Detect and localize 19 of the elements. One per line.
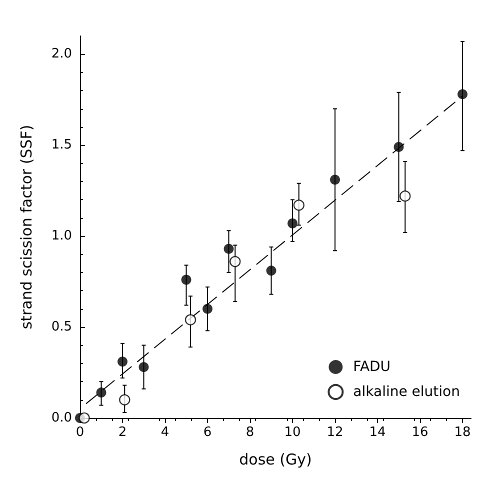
x-tick-label: 0	[76, 425, 84, 440]
legend-label: FADU	[353, 359, 391, 375]
x-axis-title: dose (Gy)	[239, 450, 312, 468]
x-tick-label: 6	[203, 425, 212, 440]
x-tick-label: 16	[412, 425, 428, 440]
x-tick-label: 14	[369, 425, 386, 440]
x-tick-label: 8	[246, 425, 254, 440]
x-tick-label: 2	[118, 425, 127, 440]
y-tick-label: 0.5	[51, 320, 72, 335]
x-tick-label: 12	[326, 425, 344, 440]
y-tick-label: 2.0	[51, 46, 72, 62]
x-tick-label: 18	[454, 425, 471, 440]
x-tick-label: 10	[284, 425, 301, 440]
y-tick-label: 1.0	[51, 228, 72, 244]
y-axis-title: strand scission factor (SSF)	[18, 124, 36, 330]
y-tick-label: 0.0	[51, 410, 72, 426]
y-tick-label: 1.5	[51, 138, 72, 153]
legend-label: alkaline elution	[353, 384, 460, 400]
x-tick-label: 4	[160, 425, 170, 440]
